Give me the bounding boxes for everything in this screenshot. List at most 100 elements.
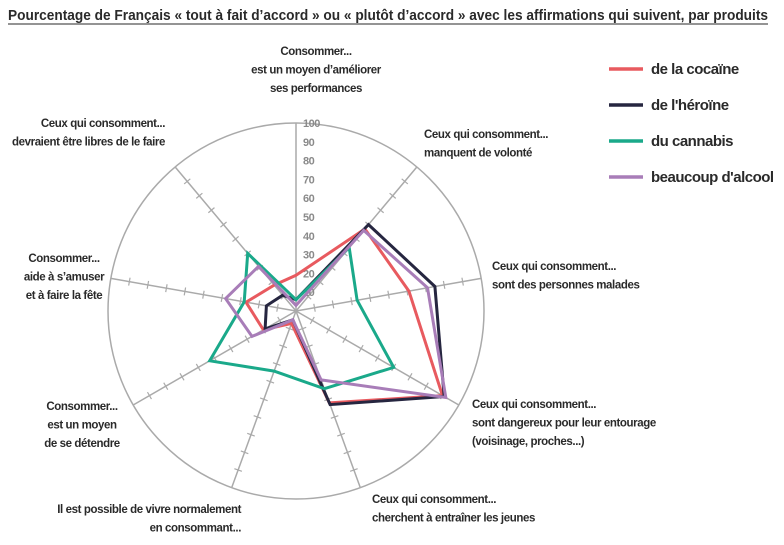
- axis-tick: [358, 344, 364, 353]
- axis-label-line: Ceux qui consomment...: [472, 399, 596, 411]
- tick-label: 60: [303, 193, 315, 205]
- axis-tick: [349, 468, 358, 472]
- axis-label: Ceux qui consomment... devraient être lib…: [12, 118, 165, 149]
- axis-label-line: Consommer...: [46, 401, 117, 413]
- legend-item: du cannabis: [609, 133, 734, 150]
- axis-tick: [183, 287, 187, 296]
- axis-tick: [266, 379, 275, 384]
- axis-label-line: aide à s’amuser: [24, 272, 105, 284]
- axis-label-line: (voisinage, proches...): [472, 436, 585, 448]
- axis-label-line: en consommant...: [150, 523, 242, 535]
- axis-tick: [165, 284, 168, 293]
- axis-tick: [195, 192, 203, 199]
- legend-label: beaucoup d'alcool: [651, 169, 774, 186]
- axis-label-line: sont des personnes malades: [492, 280, 639, 292]
- axis-tick: [183, 178, 191, 185]
- axis-tick: [272, 362, 281, 366]
- axis-tick: [239, 297, 242, 306]
- axis-tick: [330, 415, 339, 419]
- chart-title: Pourcentage de Français « tout à fait d’…: [8, 7, 768, 24]
- axis-tick: [202, 290, 205, 299]
- axis-tick: [342, 335, 348, 343]
- axis-label: Ceux qui consomment... cherchent à entraî…: [372, 494, 535, 525]
- axis-tick: [401, 178, 409, 185]
- legend-label: du cannabis: [651, 133, 733, 150]
- axis-label-line: de se détendre: [44, 438, 120, 450]
- axis-label-line: Il est possible de vivre normalement: [57, 504, 241, 516]
- axis-label-line: ses performances: [270, 83, 362, 95]
- axis-tick: [343, 450, 352, 455]
- axis-tick: [257, 300, 261, 309]
- tick-label: 30: [303, 250, 315, 262]
- tick-label: 50: [303, 212, 315, 224]
- axis-tick: [259, 397, 268, 402]
- axis-tick: [276, 303, 279, 312]
- axis-tick: [407, 373, 413, 381]
- series-line-2: [207, 244, 396, 391]
- axis-tick: [313, 303, 316, 312]
- axis-label: Ceux qui consomment... sont dangereux pou…: [472, 399, 656, 448]
- axis-tick: [442, 280, 446, 289]
- axis-tick: [179, 373, 185, 381]
- axis-tick: [285, 326, 294, 331]
- axis-tick: [247, 432, 255, 437]
- axis-label-line: est un moyen: [47, 420, 117, 432]
- axis-tick: [220, 293, 224, 302]
- axis-tick: [234, 468, 243, 472]
- axis-tick: [326, 326, 332, 334]
- axis-tick: [146, 280, 150, 289]
- axis-tick: [389, 192, 397, 199]
- axis-label-line: manquent de volonté: [424, 148, 532, 160]
- tick-label: 40: [303, 231, 315, 243]
- radar-grid: [107, 122, 485, 500]
- series-line-3: [223, 228, 448, 400]
- axis-tick: [279, 344, 288, 349]
- axis-label: Ceux qui consomment... manquent de volont…: [424, 129, 548, 160]
- axis-tick: [350, 297, 353, 306]
- legend-item: de la cocaïne: [609, 61, 739, 78]
- axis-tick: [128, 277, 131, 286]
- axis-tick: [331, 300, 335, 309]
- axis-tick: [298, 326, 307, 331]
- tick-label: 90: [303, 137, 315, 149]
- tick-label: 20: [303, 268, 315, 280]
- axis-tick: [461, 277, 464, 286]
- axis-tick: [220, 221, 227, 228]
- legend-label: de l'héroïne: [651, 97, 729, 114]
- axis-label-line: Consommer...: [280, 46, 351, 58]
- axis-tick: [207, 207, 215, 214]
- tick-label: 80: [303, 156, 315, 168]
- axis-label: Ceux qui consomment... sont des personnes…: [492, 261, 639, 292]
- series-line-0: [243, 226, 445, 405]
- axis-tick: [309, 316, 315, 325]
- axis-label-line: Consommer...: [28, 253, 99, 265]
- axis-tick: [423, 382, 429, 390]
- legend-item: de l'héroïne: [609, 97, 729, 114]
- axis-label-line: et à faire la fête: [26, 290, 103, 302]
- axis-tick: [253, 415, 262, 419]
- radar-series: [207, 222, 448, 407]
- axis-label-line: cherchent à entraîner les jeunes: [372, 513, 535, 525]
- axis-tick: [368, 293, 372, 302]
- axis-label-line: Ceux qui consomment...: [492, 261, 616, 273]
- legend: de la cocaïne de l'héroïne du cannabis beau…: [609, 61, 774, 186]
- axis-label-line: Ceux qui consomment...: [41, 118, 165, 130]
- axis-tick: [240, 450, 249, 455]
- axis-label-line: devraient être libres de le faire: [12, 137, 165, 149]
- axis-tick: [374, 354, 380, 362]
- legend-label: de la cocaïne: [651, 61, 739, 78]
- axis-label: Consommer... est un moyen de se détendre: [44, 401, 120, 450]
- axis-label: Consommer... est un moyen d’améliorer ses …: [251, 46, 382, 95]
- axis-tick: [232, 235, 240, 243]
- axis-label-line: sont dangereux pour leur entourage: [472, 418, 656, 430]
- axis-tick: [387, 290, 390, 299]
- axis-tick: [337, 432, 345, 437]
- axis-labels: Consommer... est un moyen d’améliorer ses …: [12, 46, 656, 535]
- axis-label-line: est un moyen d’améliorer: [251, 65, 382, 77]
- axis-tick: [195, 363, 201, 372]
- axis-tick: [228, 344, 234, 353]
- legend-item: beaucoup d'alcool: [609, 169, 774, 186]
- tick-label: 100: [303, 118, 320, 130]
